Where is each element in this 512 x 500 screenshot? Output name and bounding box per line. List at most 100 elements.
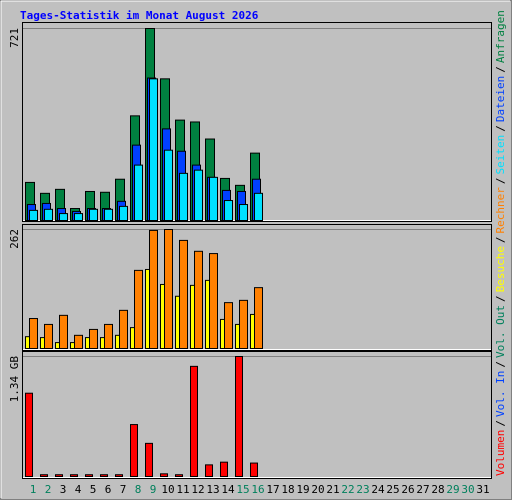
bar bbox=[29, 318, 38, 349]
bar bbox=[194, 169, 203, 222]
bar bbox=[164, 149, 173, 222]
x-tick-label: 8 bbox=[135, 483, 142, 496]
bar bbox=[55, 474, 63, 477]
panel-frame bbox=[22, 351, 492, 479]
bar bbox=[235, 356, 243, 477]
bar bbox=[254, 287, 263, 349]
x-tick-label: 9 bbox=[150, 483, 157, 496]
bar bbox=[70, 474, 78, 477]
x-tick-label: 19 bbox=[296, 483, 309, 496]
legend-entry: Dateien bbox=[494, 76, 507, 122]
legend-separator: / bbox=[494, 236, 507, 243]
bar bbox=[104, 208, 113, 222]
bar bbox=[175, 474, 183, 477]
x-tick-label: 1 bbox=[30, 483, 37, 496]
bar bbox=[149, 78, 158, 221]
bar bbox=[59, 213, 68, 221]
legend-separator: / bbox=[494, 361, 507, 368]
bar bbox=[44, 208, 53, 222]
legend-entry: Rechner bbox=[494, 187, 507, 234]
bar bbox=[29, 209, 38, 222]
bar bbox=[145, 442, 153, 477]
legend-separator: / bbox=[494, 66, 507, 73]
bar bbox=[224, 200, 233, 222]
y-tick-label: 721 bbox=[8, 28, 21, 48]
x-tick-label: 26 bbox=[401, 483, 414, 496]
x-tick-label: 12 bbox=[191, 483, 204, 496]
bar bbox=[239, 299, 248, 349]
bar bbox=[250, 462, 258, 478]
bar bbox=[130, 424, 138, 477]
x-tick-label: 13 bbox=[206, 483, 219, 496]
bar bbox=[209, 253, 218, 350]
x-tick-label: 14 bbox=[221, 483, 235, 496]
legend-entry: Vol. Out bbox=[494, 305, 507, 358]
bar bbox=[160, 473, 168, 478]
bar bbox=[164, 229, 173, 349]
x-tick-label: 4 bbox=[75, 483, 82, 496]
x-tick-label: 20 bbox=[311, 483, 324, 496]
bar bbox=[85, 474, 93, 477]
x-tick-label: 31 bbox=[476, 483, 489, 496]
bar bbox=[40, 474, 48, 477]
bar bbox=[25, 392, 33, 478]
x-tick-label: 23 bbox=[356, 483, 369, 496]
bar bbox=[119, 205, 128, 222]
bar bbox=[89, 328, 98, 350]
legend: Volumen / Vol. In / Vol. Out / Besuche / Rechner… bbox=[494, 10, 507, 476]
bar bbox=[194, 250, 203, 349]
bar bbox=[239, 204, 248, 221]
x-tick-label: 29 bbox=[446, 483, 459, 496]
x-tick-label: 5 bbox=[90, 483, 97, 496]
x-tick-label: 16 bbox=[251, 483, 264, 496]
x-tick-label: 21 bbox=[326, 483, 339, 496]
x-tick-label: 25 bbox=[386, 483, 399, 496]
bar bbox=[74, 213, 83, 221]
x-tick-label: 6 bbox=[105, 483, 112, 496]
x-tick-label: 28 bbox=[431, 483, 444, 496]
bar bbox=[209, 176, 218, 222]
legend-separator: / bbox=[494, 177, 507, 184]
x-tick-label: 2 bbox=[45, 483, 52, 496]
x-tick-label: 22 bbox=[341, 483, 354, 496]
bar bbox=[44, 323, 53, 350]
bar bbox=[134, 269, 143, 350]
bar bbox=[89, 208, 98, 222]
bar bbox=[149, 229, 158, 350]
x-tick-label: 27 bbox=[416, 483, 429, 496]
legend-separator: / bbox=[494, 420, 507, 427]
legend-separator: / bbox=[494, 295, 507, 302]
legend-entry: Anfragen bbox=[494, 10, 507, 63]
x-tick-label: 15 bbox=[236, 483, 249, 496]
x-tick-label: 17 bbox=[266, 483, 279, 496]
x-tick-label: 18 bbox=[281, 483, 294, 496]
bar bbox=[254, 192, 263, 221]
chart-title: Tages-Statistik im Monat August 2026 bbox=[20, 9, 259, 22]
bar bbox=[224, 302, 233, 349]
x-tick-label: 24 bbox=[371, 483, 385, 496]
legend-entry: Vol. In bbox=[494, 371, 507, 417]
bar bbox=[74, 334, 83, 350]
x-tick-label: 11 bbox=[176, 483, 189, 496]
x-tick-label: 10 bbox=[161, 483, 174, 496]
x-tick-label: 3 bbox=[60, 483, 67, 496]
x-tick-label: 30 bbox=[461, 483, 474, 496]
bar bbox=[100, 474, 108, 477]
bar bbox=[104, 323, 113, 350]
x-tick-label: 7 bbox=[120, 483, 127, 496]
legend-entry: Besuche bbox=[494, 246, 507, 292]
y-tick-label: 1.34 GB bbox=[8, 356, 21, 403]
bar bbox=[179, 239, 188, 349]
bar bbox=[119, 309, 128, 349]
bar bbox=[59, 314, 68, 349]
bar bbox=[205, 464, 213, 478]
bar bbox=[134, 164, 143, 221]
legend-separator: / bbox=[494, 125, 507, 132]
bar bbox=[190, 365, 198, 477]
legend-entry: Volumen bbox=[494, 430, 507, 476]
bar bbox=[179, 172, 188, 221]
legend-entry: Seiten bbox=[494, 135, 507, 175]
panel-frame bbox=[22, 224, 492, 351]
